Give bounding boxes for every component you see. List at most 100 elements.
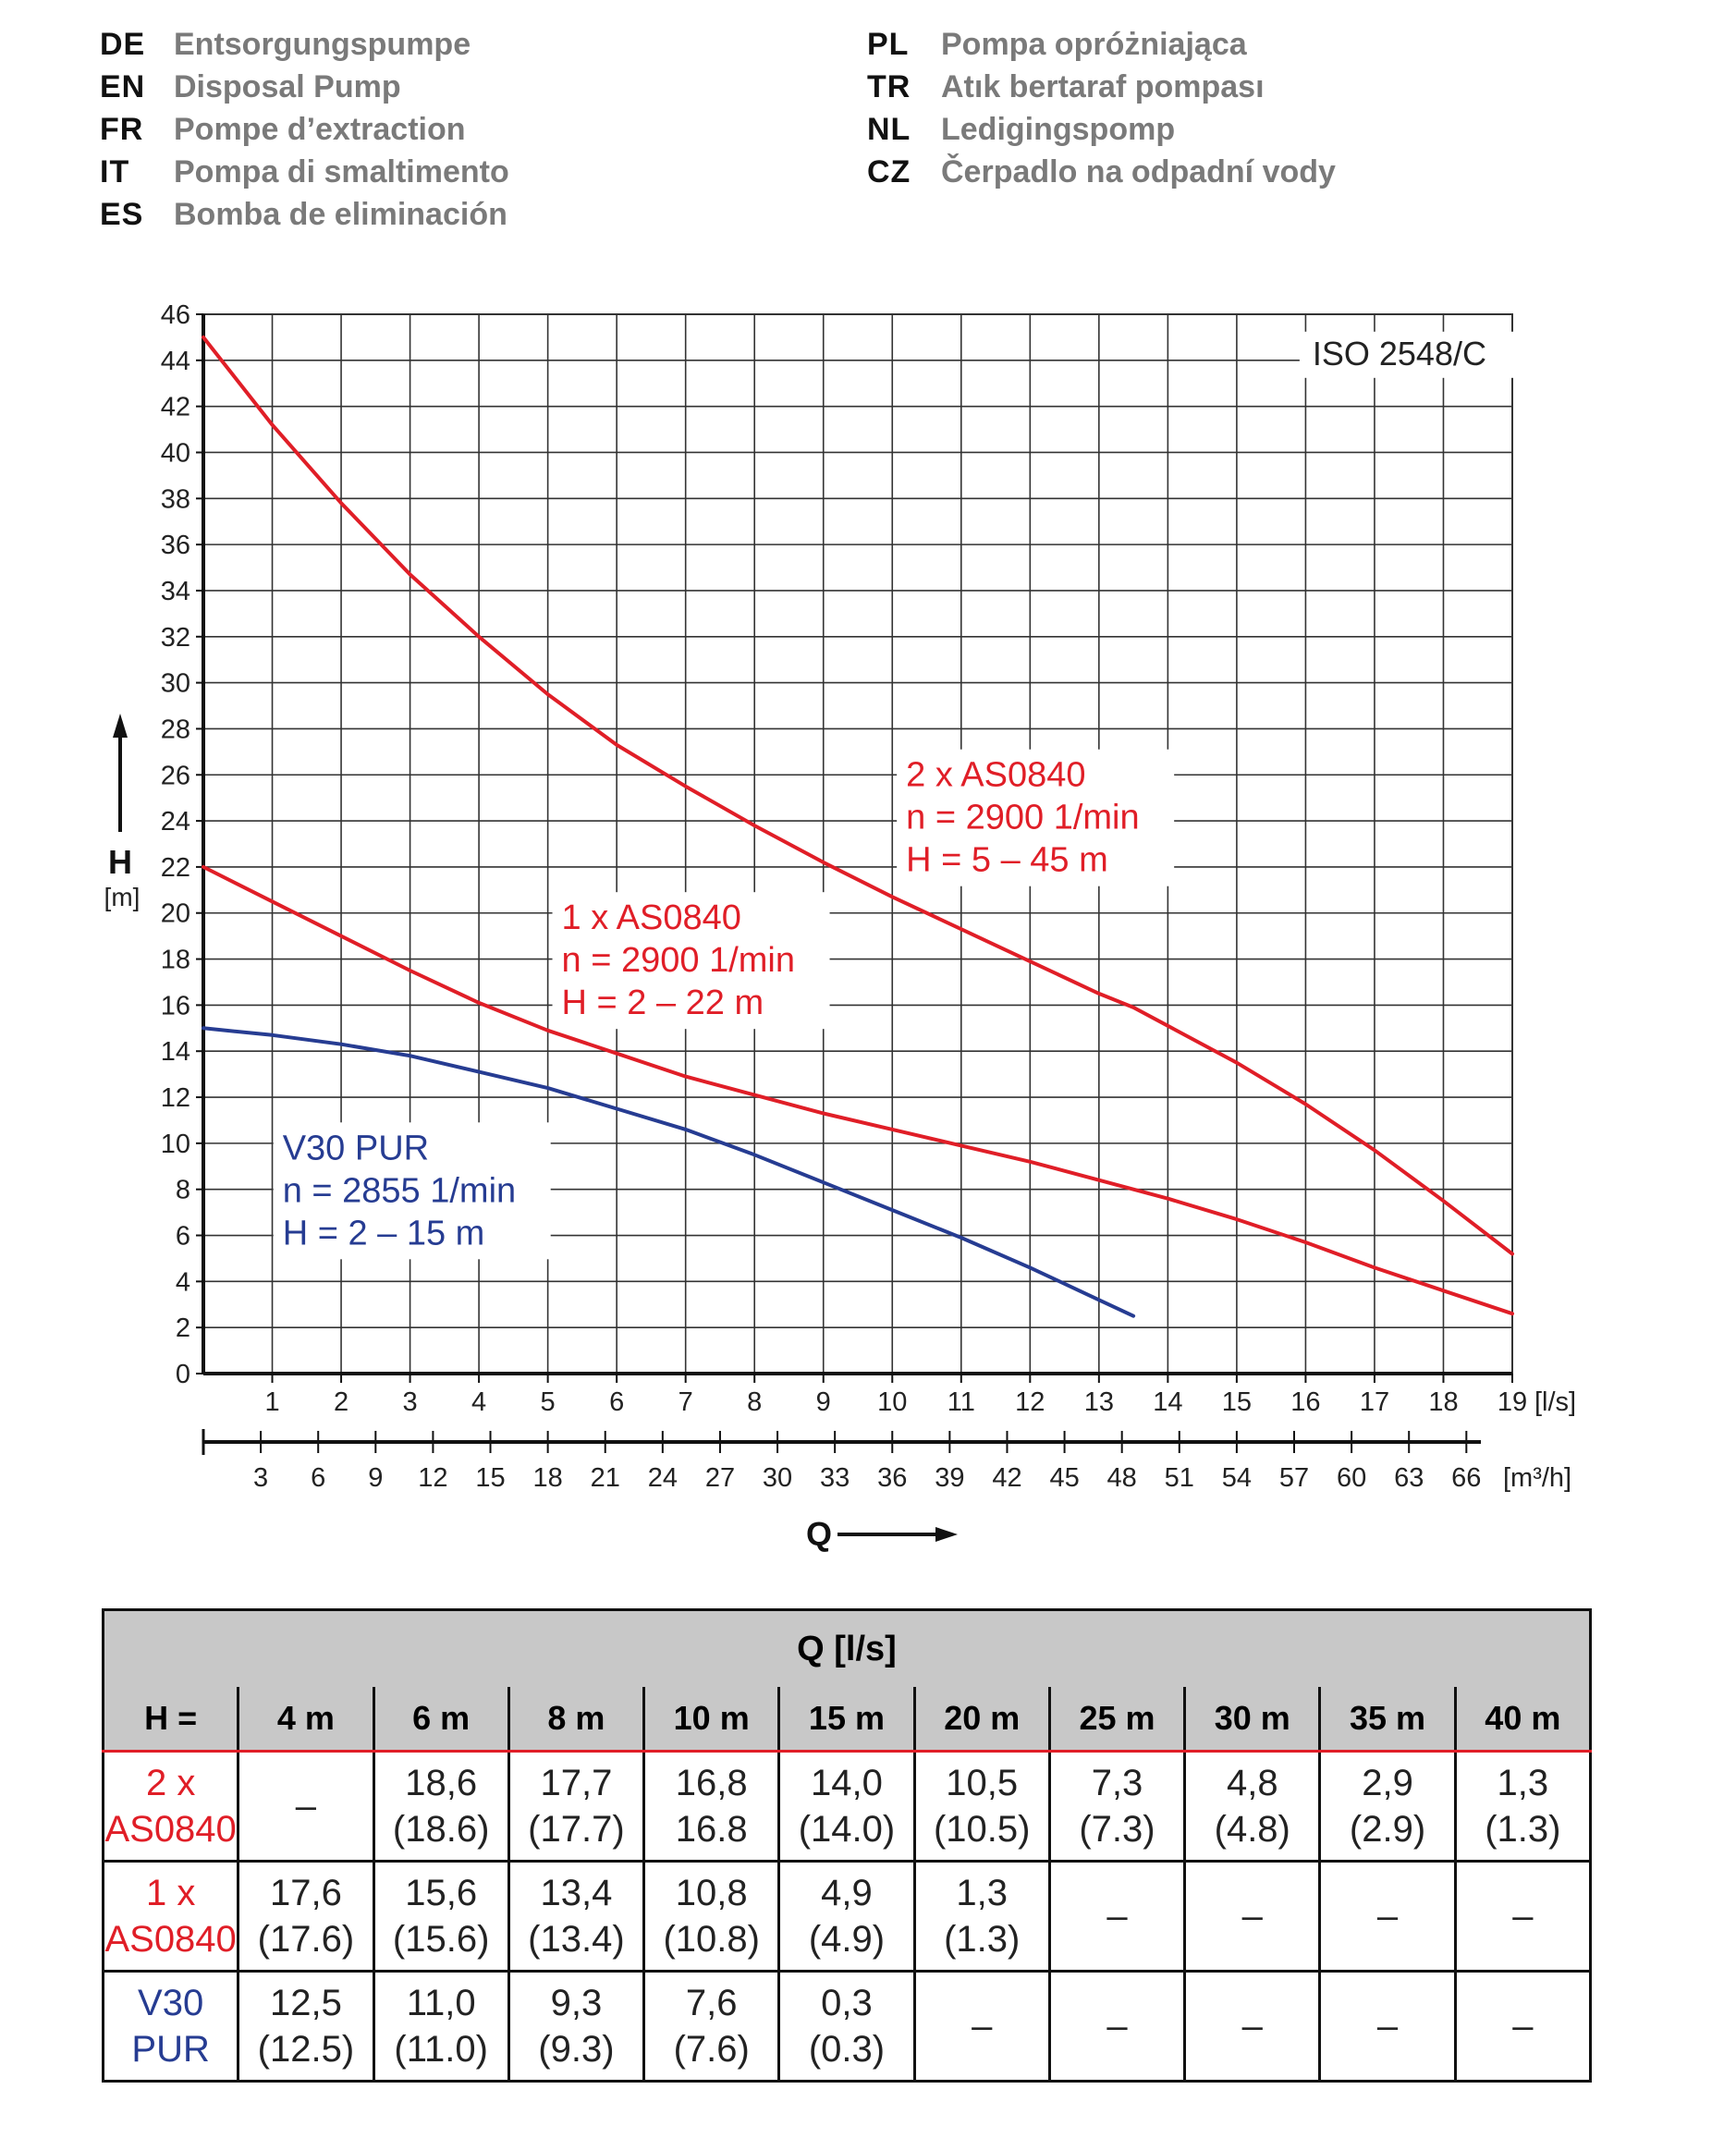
- x-tick-label: 16: [1290, 1387, 1320, 1417]
- table-cell: 17,7 (17.7): [507, 1750, 646, 1863]
- series-label-1: H = 2 – 22 m: [562, 983, 764, 1022]
- standard-label-bg: [1299, 331, 1522, 378]
- series-label-2: H = 2 – 15 m: [283, 1214, 485, 1252]
- y-tick-label: 32: [161, 623, 190, 653]
- table-cell: –: [912, 1970, 1051, 2083]
- x-tick-label: 2: [334, 1387, 348, 1417]
- y-tick-label: 2: [176, 1313, 190, 1343]
- x-tick-label: 9: [816, 1387, 831, 1417]
- x2-tick-label: 6: [311, 1463, 325, 1493]
- table-h-label: H =: [101, 1687, 240, 1753]
- table-cell: –: [1318, 1970, 1457, 2083]
- table-cell: –: [1047, 1860, 1187, 1973]
- table-row-pump-name: V30 PUR: [101, 1970, 240, 2083]
- x-tick-label: 8: [747, 1387, 762, 1417]
- table-cell: –: [237, 1750, 375, 1863]
- table-cell: 1,3 (1.3): [1453, 1750, 1593, 1863]
- series-line-1: [202, 864, 1514, 1316]
- series-label-bg-1: [552, 892, 830, 1030]
- y-tick-label: 44: [161, 347, 190, 376]
- x-tick-label: 6: [609, 1387, 624, 1417]
- language-name-de: Entsorgungspumpe: [174, 27, 471, 62]
- x2-tick-label: 21: [591, 1463, 620, 1493]
- table-column-header: 20 m: [912, 1687, 1051, 1753]
- table-column-header: 15 m: [777, 1687, 916, 1753]
- x-unit-label: [l/s]: [1534, 1387, 1576, 1417]
- table-cell: 13,4 (13.4): [507, 1860, 646, 1973]
- y-tick-label: 8: [176, 1176, 190, 1205]
- x2-tick-label: 30: [763, 1463, 792, 1493]
- y-tick-label: 42: [161, 393, 190, 422]
- y-axis-title: H: [108, 843, 132, 881]
- y-tick-label: 22: [161, 853, 190, 883]
- x2-tick-label: 57: [1279, 1463, 1309, 1493]
- y-tick-label: 46: [161, 300, 190, 330]
- x2-tick-label: 51: [1165, 1463, 1194, 1493]
- y-tick-label: 18: [161, 946, 190, 975]
- x2-tick-label: 63: [1394, 1463, 1424, 1493]
- table-cell: 9,3 (9.3): [507, 1970, 646, 2083]
- table-row-pump-name: 2 x AS0840: [101, 1750, 240, 1863]
- table-cell: 18,6 (18.6): [372, 1750, 510, 1863]
- x-tick-label: 17: [1360, 1387, 1389, 1417]
- table-cell: 0,3 (0.3): [777, 1970, 916, 2083]
- x2-tick-label: 27: [705, 1463, 735, 1493]
- x2-unit-label: [m³/h]: [1503, 1463, 1571, 1493]
- table-column-header: 40 m: [1453, 1687, 1593, 1753]
- language-name-fr: Pompe d’extraction: [174, 112, 466, 147]
- x-tick-label: 18: [1428, 1387, 1458, 1417]
- series-label-2: n = 2855 1/min: [283, 1171, 516, 1210]
- x2-tick-label: 9: [368, 1463, 383, 1493]
- x2-tick-label: 18: [532, 1463, 562, 1493]
- table-cell: 17,6 (17.6): [237, 1860, 375, 1973]
- x-tick-label: 19: [1498, 1387, 1527, 1417]
- series-label-bg-2: [273, 1122, 551, 1260]
- x-arrow-head: [935, 1527, 958, 1542]
- language-code-de: DE: [100, 27, 146, 62]
- series-label-1: 1 x AS0840: [562, 898, 741, 937]
- x2-tick-label: 33: [820, 1463, 850, 1493]
- language-code-nl: NL: [867, 112, 911, 147]
- table-cell: 4,9 (4.9): [777, 1860, 916, 1973]
- table-column-header: 10 m: [642, 1687, 781, 1753]
- language-code-fr: FR: [100, 112, 144, 147]
- language-code-pl: PL: [867, 27, 910, 62]
- language-code-es: ES: [100, 197, 144, 232]
- y-tick-label: 4: [176, 1267, 190, 1297]
- x2-tick-label: 12: [418, 1463, 447, 1493]
- table-cell: 10,8 (10.8): [642, 1860, 781, 1973]
- table-cell: 10,5 (10.5): [912, 1750, 1051, 1863]
- table-column-header: 4 m: [237, 1687, 375, 1753]
- table-cell: 14,0 (14.0): [777, 1750, 916, 1863]
- x2-tick-label: 3: [253, 1463, 268, 1493]
- y-tick-label: 6: [176, 1222, 190, 1252]
- table-cell: –: [1453, 1970, 1593, 2083]
- table-body: 2 x AS0840–18,6 (18.6) 17,7 (17.7) 16,8 16.8 14…: [101, 1750, 1593, 2083]
- x2-tick-label: 54: [1222, 1463, 1252, 1493]
- table-cell: –: [1183, 1970, 1322, 2083]
- table-column-header: 25 m: [1047, 1687, 1187, 1753]
- x-tick-label: 15: [1222, 1387, 1252, 1417]
- y-tick-label: 16: [161, 991, 190, 1020]
- y-tick-label: 0: [176, 1360, 190, 1389]
- x-tick-label: 5: [541, 1387, 556, 1417]
- table-column-header: 8 m: [507, 1687, 646, 1753]
- table-cell: 1,3 (1.3): [912, 1860, 1051, 1973]
- x-tick-label: 10: [877, 1387, 907, 1417]
- table-cell: 7,6 (7.6): [642, 1970, 781, 2083]
- table-cell: 12,5 (12.5): [237, 1970, 375, 2083]
- x2-tick-label: 66: [1451, 1463, 1481, 1493]
- table-column-header: 35 m: [1318, 1687, 1457, 1753]
- x-tick-label: 7: [679, 1387, 693, 1417]
- x2-tick-label: 48: [1107, 1463, 1137, 1493]
- table-cell: –: [1047, 1970, 1187, 2083]
- language-name-es: Bomba de eliminación: [174, 197, 507, 232]
- x2-tick-label: 39: [935, 1463, 964, 1493]
- y-tick-label: 30: [161, 669, 190, 699]
- series-label-0: n = 2900 1/min: [906, 799, 1139, 837]
- x2-tick-label: 36: [877, 1463, 907, 1493]
- x-tick-label: 1: [264, 1387, 279, 1417]
- table-row: V30 PUR 12,5 (12.5) 11,0 (11.0) 9,3 (9.3) 7,6 (7.…: [101, 1970, 1593, 2083]
- table-cell: –: [1318, 1860, 1457, 1973]
